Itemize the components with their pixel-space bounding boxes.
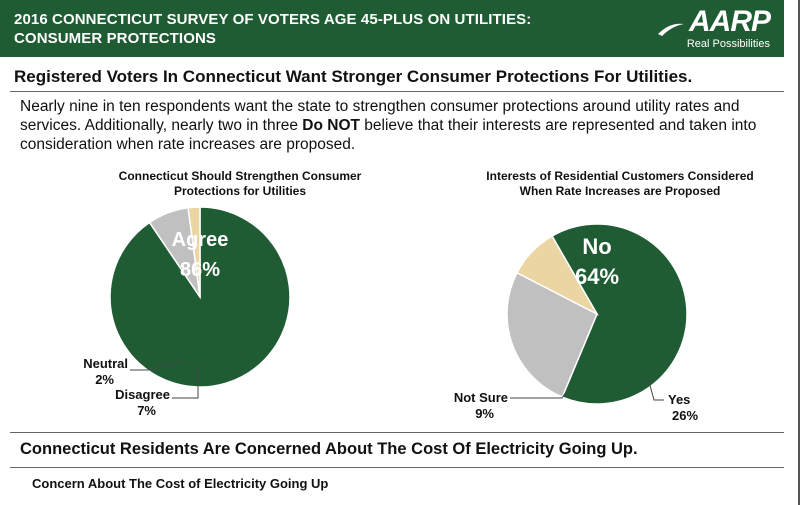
- chart1-label-disagree-leader-line: [172, 364, 199, 399]
- aarp-logo: AARP Real Possibilities: [650, 5, 771, 50]
- chart1-label-neutral-name: Neutral: [83, 356, 128, 371]
- chart1-label-agree-value: 86%: [180, 259, 220, 281]
- chart2-label-not-sure-name: Not Sure: [454, 390, 508, 405]
- chart1-label-disagree-name: Disagree: [115, 387, 170, 402]
- section3-heading: Concern About The Cost of Electricity Go…: [32, 476, 329, 491]
- divider-middle: [10, 432, 784, 433]
- chart2-slice-not-sure: [515, 235, 599, 316]
- header-banner: 2016 CONNECTICUT SURVEY OF VOTERS AGE 45…: [0, 0, 784, 57]
- chart2-slice-no: [550, 223, 688, 405]
- header-title-line2: CONSUMER PROTECTIONS: [14, 30, 217, 47]
- chart2-label-no-value: 64%: [575, 264, 619, 289]
- chart1-label-disagree-value: 7%: [137, 403, 156, 418]
- chart2-label-yes-name: Yes: [668, 392, 690, 407]
- chart2-label-yes-value: 26%: [672, 408, 698, 423]
- chart2-title-line2: When Rate Increases are Proposed: [519, 184, 721, 198]
- intro-text-2: believe that their interests are represe…: [20, 117, 757, 153]
- swoosh-icon: [658, 23, 684, 36]
- main-headline: Registered Voters In Connecticut Want St…: [14, 67, 693, 86]
- chart2-title-line1: Interests of Residential Customers Consi…: [486, 169, 754, 183]
- chart1-title-line2: Protections for Utilities: [173, 184, 307, 198]
- chart1-title-line1: Connecticut Should Strengthen Consumer: [118, 169, 362, 183]
- chart2-slice-yes: [506, 271, 598, 398]
- section2-heading: Connecticut Residents Are Concerned Abou…: [20, 440, 638, 458]
- intro-emphasis: Do NOT: [302, 117, 360, 134]
- intro-text-1: Nearly nine in ten respondents want the …: [20, 98, 740, 134]
- chart1-label-neutral-value: 2%: [95, 372, 114, 387]
- chart1-label-agree-name: Agree: [172, 229, 229, 251]
- chart1-slice-neutral: [187, 206, 201, 298]
- header-title-line1: 2016 CONNECTICUT SURVEY OF VOTERS AGE 45…: [14, 11, 532, 28]
- logo-tagline: Real Possibilities: [686, 38, 770, 50]
- header-title: 2016 CONNECTICUT SURVEY OF VOTERS AGE 45…: [14, 10, 614, 48]
- intro-paragraph: Nearly nine in ten respondents want the …: [20, 97, 780, 154]
- chart2-label-yes-leader-line: [647, 377, 664, 401]
- logo-wordmark: AARP: [688, 5, 771, 38]
- chart2-label-no-name: No: [582, 234, 611, 259]
- divider-top: [10, 91, 784, 92]
- chart2-label-not-sure-leader-line: [510, 391, 567, 399]
- chart1-label-neutral-leader-line: [130, 360, 186, 371]
- chart2-title: Interests of Residential Customers Consi…: [455, 169, 785, 199]
- chart1-title: Connecticut Should Strengthen Consumer P…: [90, 169, 390, 199]
- divider-bottom: [10, 467, 784, 468]
- chart2-label-not-sure-value: 9%: [475, 406, 494, 421]
